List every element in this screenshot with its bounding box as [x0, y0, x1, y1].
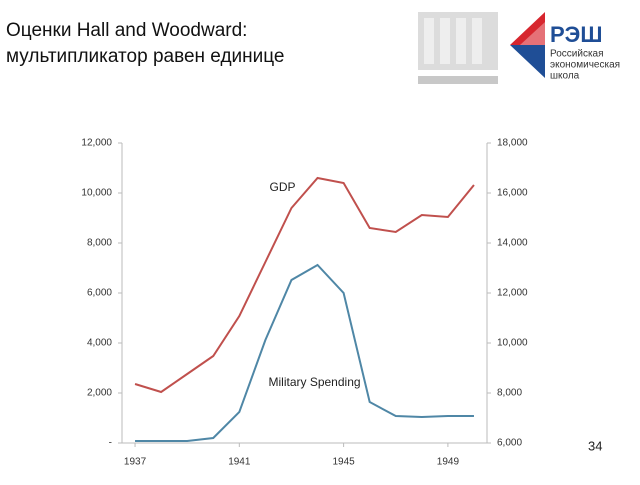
y-tick-label: 12,000 — [81, 138, 112, 149]
y2-tick-label: 14,000 — [497, 238, 528, 249]
slide-title: Оценки Hall and Woodward: — [6, 20, 247, 41]
logo-text: Российская — [550, 49, 604, 60]
logo-name: РЭШ — [550, 22, 602, 47]
series-label: Military Spending — [269, 375, 361, 389]
series-label: GDP — [270, 180, 296, 194]
y-tick-label: 6,000 — [87, 288, 112, 299]
y2-tick-label: 6,000 — [497, 438, 522, 449]
y-tick-label: 8,000 — [87, 238, 112, 249]
y-tick-label: 10,000 — [81, 188, 112, 199]
building-logo — [418, 12, 498, 84]
series-line — [134, 176, 475, 394]
y2-tick-label: 8,000 — [497, 388, 522, 399]
y-tick-label: - — [109, 438, 112, 449]
logo-text: школа — [550, 71, 580, 82]
y2-tick-label: 12,000 — [497, 288, 528, 299]
x-tick-label: 1941 — [228, 457, 251, 468]
y-tick-label: 4,000 — [87, 338, 112, 349]
x-tick-label: 1937 — [124, 457, 147, 468]
x-tick-label: 1945 — [332, 457, 355, 468]
logo-text: экономическая — [550, 60, 620, 71]
nes-logo-mark — [510, 12, 545, 78]
y2-tick-label: 18,000 — [497, 138, 528, 149]
slide-title: мультипликатор равен единице — [6, 46, 285, 67]
page-number: 34 — [588, 438, 602, 453]
series-line — [135, 263, 474, 442]
y-tick-label: 2,000 — [87, 388, 112, 399]
y2-tick-label: 16,000 — [497, 188, 528, 199]
x-tick-label: 1949 — [437, 457, 460, 468]
y2-tick-label: 10,000 — [497, 338, 528, 349]
